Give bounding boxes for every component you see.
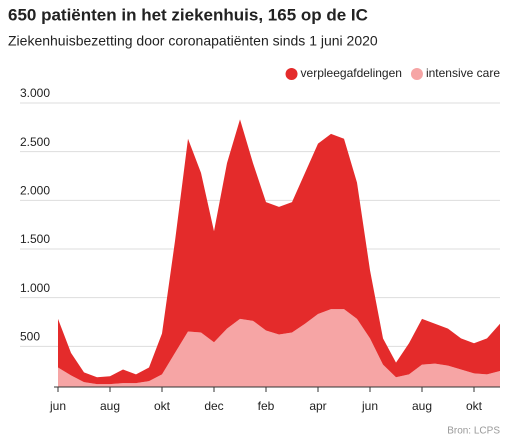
area	[58, 309, 500, 387]
x-tick-label: okt	[466, 399, 483, 413]
x-tick-label: jun	[361, 399, 378, 413]
x-tick-label: apr	[309, 399, 326, 413]
legend-swatch	[285, 68, 298, 80]
area	[58, 119, 500, 385]
source: Bron: LCPS	[447, 426, 500, 437]
y-tick-label: 2.000	[20, 184, 50, 198]
x-tick-label: feb	[258, 399, 275, 413]
y-tick-label: 3.000	[20, 86, 50, 100]
y-tick-label: 500	[20, 330, 40, 344]
legend-label: verpleegafdelingen	[301, 66, 402, 80]
x-tick-label: jun	[49, 399, 66, 413]
chart-subtitle: Ziekenhuisbezetting door coronapatiënten…	[8, 33, 378, 49]
x-tick-label: aug	[100, 399, 120, 413]
y-tick-label: 2.500	[20, 135, 50, 149]
x-tick-label: dec	[204, 399, 223, 413]
x-tick-label: okt	[154, 399, 171, 413]
chart-title: 650 patiënten in het ziekenhuis, 165 op …	[8, 5, 368, 24]
legend-swatch	[410, 68, 423, 80]
y-tick-label: 1.500	[20, 232, 50, 246]
x-tick-label: aug	[412, 399, 432, 413]
y-tick-label: 1.000	[20, 281, 50, 295]
legend-label: intensive care	[426, 66, 500, 80]
